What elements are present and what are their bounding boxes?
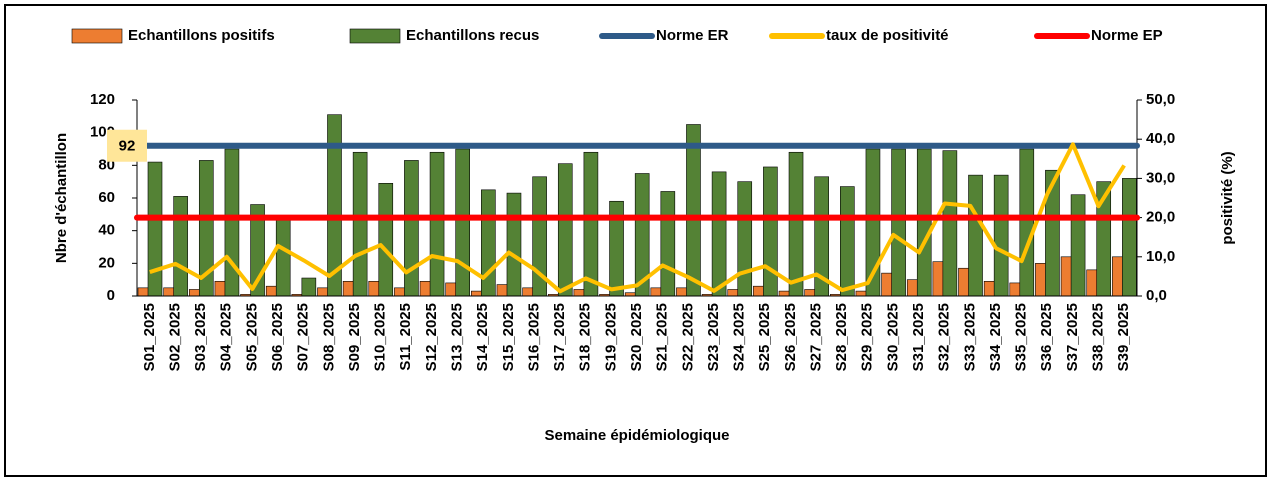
x-tick-label: S32_2025: [936, 303, 953, 371]
x-tick-label: S24_2025: [731, 303, 748, 371]
y2-tick-label: 0,0: [1146, 287, 1167, 304]
bar: [147, 161, 163, 297]
legend-label: taux de positivité: [826, 27, 949, 44]
x-tick-label: S06_2025: [269, 303, 286, 371]
x-tick-label: S10_2025: [372, 303, 389, 371]
bar: [224, 148, 240, 297]
y-axis-title: Nbre d'échantillon: [53, 133, 70, 263]
x-tick-label: S36_2025: [1038, 303, 1055, 371]
norm-label: 92: [119, 138, 136, 155]
y-tick-label: 60: [98, 189, 115, 206]
x-tick-label: S02_2025: [166, 303, 183, 371]
bar: [737, 181, 753, 297]
y2-tick-label: 20,0: [1146, 209, 1175, 226]
x-tick-label: S21_2025: [654, 303, 671, 371]
x-tick-label: S37_2025: [1064, 303, 1081, 371]
x-tick-label: S35_2025: [1013, 303, 1030, 371]
legend-swatch: [71, 28, 123, 44]
x-tick-label: S31_2025: [910, 303, 927, 371]
bar: [660, 191, 676, 297]
x-tick-label: S28_2025: [833, 303, 850, 371]
x-tick-label: S23_2025: [705, 303, 722, 371]
bar: [993, 174, 1009, 297]
y-tick-label: 20: [98, 254, 115, 271]
bar: [583, 151, 599, 297]
x-tick-label: S12_2025: [423, 303, 440, 371]
bar: [968, 174, 983, 297]
bar: [788, 151, 804, 297]
bar: [378, 183, 394, 297]
y2-tick-label: 30,0: [1146, 169, 1175, 186]
x-tick-label: S14_2025: [474, 303, 491, 371]
bar: [686, 124, 701, 297]
bar: [1070, 194, 1086, 297]
x-tick-label: S26_2025: [782, 303, 799, 371]
bar: [916, 148, 932, 297]
x-tick-label: S04_2025: [218, 303, 235, 371]
bar: [455, 148, 470, 297]
x-axis-title: Semaine épidémiologique: [544, 427, 729, 444]
bar: [1122, 178, 1137, 297]
bar: [891, 148, 906, 297]
bar: [1045, 169, 1060, 297]
y2-axis-title: positivité (%): [1219, 151, 1236, 244]
x-tick-label: S11_2025: [397, 303, 414, 371]
bar: [481, 189, 496, 297]
x-tick-label: S08_2025: [320, 303, 337, 371]
x-tick-label: S18_2025: [577, 303, 594, 371]
legend-label: Echantillons positifs: [128, 27, 275, 44]
x-tick-label: S27_2025: [807, 303, 824, 371]
x-tick-label: S05_2025: [243, 303, 260, 371]
bar: [1019, 148, 1035, 297]
x-tick-label: S03_2025: [192, 303, 209, 371]
bar: [429, 151, 445, 297]
x-tick-label: S16_2025: [525, 303, 542, 371]
y-tick-label: 40: [98, 222, 115, 239]
bar: [275, 218, 291, 297]
x-tick-label: S25_2025: [756, 303, 773, 371]
x-tick-label: S15_2025: [500, 303, 517, 371]
x-tick-label: S39_2025: [1115, 303, 1132, 371]
y-tick-label: 120: [90, 91, 115, 108]
x-tick-label: S01_2025: [141, 303, 158, 371]
x-tick-label: S13_2025: [448, 303, 465, 371]
x-tick-label: S33_2025: [961, 303, 978, 371]
x-tick-label: S29_2025: [859, 303, 876, 371]
x-tick-label: S34_2025: [987, 303, 1004, 371]
y2-tick-label: 50,0: [1146, 91, 1175, 108]
bar: [404, 160, 419, 297]
bar: [763, 166, 778, 297]
x-tick-label: S22_2025: [679, 303, 696, 371]
x-tick-label: S17_2025: [551, 303, 568, 371]
bar: [506, 192, 522, 297]
bar: [711, 171, 727, 297]
legend-swatch: [349, 28, 401, 44]
legend-label: Norme ER: [656, 27, 729, 44]
norm-label-bg: [107, 129, 147, 162]
y-tick-label: 0: [107, 287, 115, 304]
bar: [301, 277, 317, 297]
bar: [840, 186, 855, 297]
x-tick-label: S30_2025: [884, 303, 901, 371]
rate-line: [149, 142, 1126, 294]
legend-label: Norme EP: [1091, 27, 1163, 44]
legend-label: Echantillons recus: [406, 27, 539, 44]
bar: [557, 163, 573, 297]
x-tick-label: S19_2025: [602, 303, 619, 371]
x-tick-label: S38_2025: [1090, 303, 1107, 371]
bar: [352, 151, 368, 297]
x-tick-label: S09_2025: [346, 303, 363, 371]
x-tick-label: S07_2025: [295, 303, 312, 371]
x-tick-label: S20_2025: [628, 303, 645, 371]
bar: [942, 150, 958, 297]
y2-tick-label: 40,0: [1146, 130, 1175, 147]
bar: [173, 196, 188, 297]
y2-tick-label: 10,0: [1146, 248, 1175, 265]
